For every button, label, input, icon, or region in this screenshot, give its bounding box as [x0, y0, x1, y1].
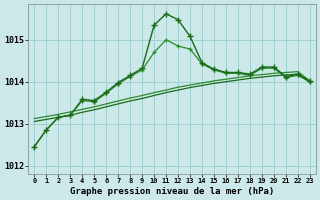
X-axis label: Graphe pression niveau de la mer (hPa): Graphe pression niveau de la mer (hPa) — [70, 187, 274, 196]
